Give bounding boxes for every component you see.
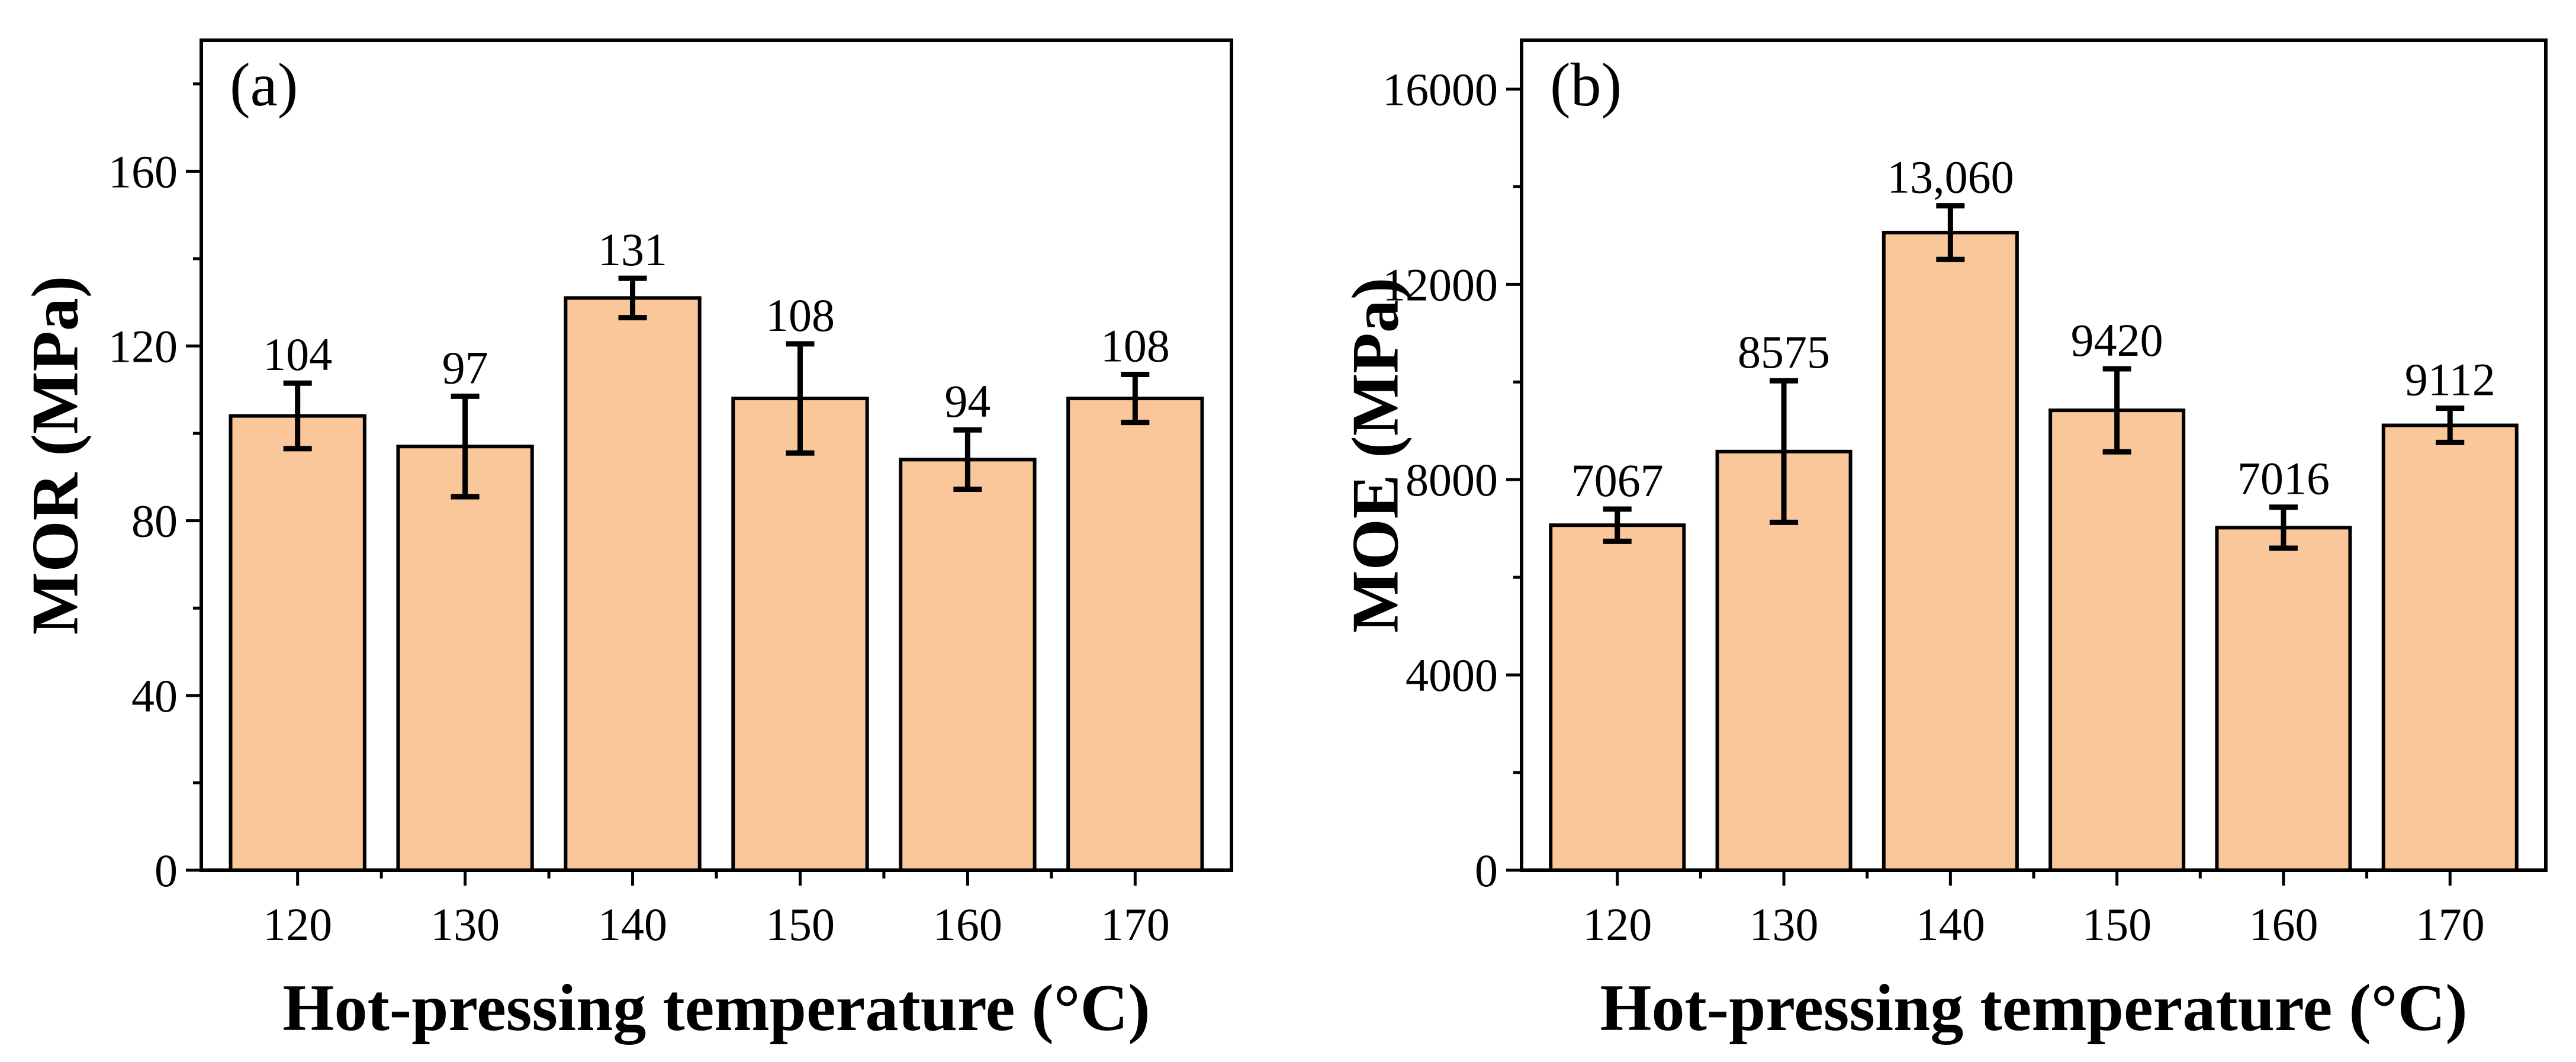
panel-b: 0 4000 8000 12000 16000 120 130 140 150 160 170 7… [1339, 38, 2548, 1045]
data-label: 9112 [2405, 354, 2495, 406]
y-tick-label: 8000 [1406, 454, 1498, 506]
x-tick-label: 120 [263, 899, 332, 950]
bar [2215, 526, 2352, 872]
bar-series: 104 97 131 108 94 108 [229, 224, 1204, 872]
bar [731, 397, 869, 872]
data-label: 9420 [2071, 314, 2163, 366]
bar [899, 458, 1037, 872]
bar [396, 445, 534, 872]
y-tick-label: 12000 [1382, 259, 1498, 310]
y-tick-label: 120 [108, 321, 178, 372]
y-tick-label: 160 [108, 146, 178, 197]
x-axis: 120 130 140 150 160 170 [1583, 870, 2485, 950]
y-tick-label: 40 [131, 670, 178, 722]
y-tick-label: 16000 [1382, 63, 1498, 115]
data-label: 108 [1101, 320, 1170, 371]
bar [229, 414, 366, 872]
bar [2048, 408, 2186, 872]
x-tick-label: 130 [1750, 899, 1819, 950]
x-tick-label: 130 [430, 899, 500, 950]
data-label: 131 [598, 224, 667, 275]
x-tick-label: 150 [766, 899, 835, 950]
x-axis: 120 130 140 150 160 170 [263, 870, 1170, 950]
data-label: 7067 [1571, 455, 1664, 506]
bar [1549, 523, 1686, 872]
panel-label: (a) [230, 51, 298, 119]
y-tick-label: 0 [1475, 845, 1498, 896]
bar [2381, 423, 2519, 872]
y-tick-label: 4000 [1406, 649, 1498, 701]
data-label: 108 [766, 289, 835, 341]
x-axis-title: Hot-pressing temperature (°C) [282, 971, 1150, 1045]
x-tick-label: 120 [1583, 899, 1652, 950]
x-tick-label: 170 [1101, 899, 1170, 950]
x-tick-label: 140 [598, 899, 667, 950]
data-label: 7016 [2237, 453, 2330, 504]
data-label: 94 [944, 375, 990, 427]
y-axis-title: MOR (MPa) [19, 276, 92, 635]
bar [1066, 397, 1204, 872]
x-axis-title: Hot-pressing temperature (°C) [1600, 971, 2467, 1045]
y-axis: 0 4000 8000 12000 16000 [1382, 63, 1522, 896]
data-label: 13,060 [1887, 152, 2014, 203]
x-tick-label: 140 [1916, 899, 1985, 950]
data-label: 8575 [1738, 326, 1830, 378]
data-label: 104 [263, 329, 332, 380]
y-tick-label: 80 [131, 495, 178, 547]
data-label: 97 [442, 342, 488, 393]
y-axis-title: MOE (MPa) [1339, 278, 1413, 633]
x-tick-label: 160 [2249, 899, 2318, 950]
y-axis: 0 40 80 120 160 [108, 82, 201, 896]
x-tick-label: 150 [2082, 899, 2152, 950]
y-tick-label: 0 [155, 845, 178, 896]
panel-label: (b) [1550, 51, 1622, 119]
bar [564, 296, 702, 872]
x-tick-label: 160 [933, 899, 1002, 950]
x-tick-label: 170 [2416, 899, 2485, 950]
bar [1882, 230, 2019, 873]
bar-series: 7067 8575 13,060 9420 7016 9112 [1549, 152, 2519, 873]
